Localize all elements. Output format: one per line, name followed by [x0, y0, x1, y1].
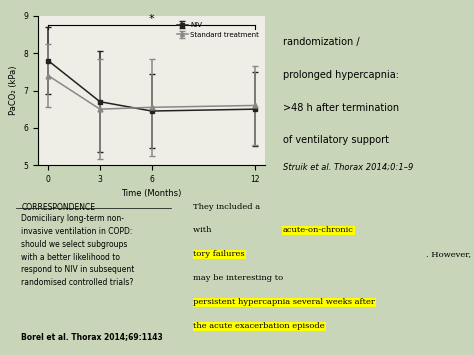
Text: They included a: They included a — [193, 202, 263, 211]
Legend: NIV, Standard treatment: NIV, Standard treatment — [174, 20, 262, 40]
Text: acute-on-chronic: acute-on-chronic — [283, 226, 354, 234]
Text: Struik et al. Thorax 2014;0:1–9: Struik et al. Thorax 2014;0:1–9 — [283, 162, 413, 171]
Text: Domiciliary long-term non-
invasive ventilation in COPD:
should we select subgro: Domiciliary long-term non- invasive vent… — [21, 214, 135, 287]
Text: of ventilatory support: of ventilatory support — [283, 135, 389, 145]
Text: . However, in future studies it: . However, in future studies it — [426, 250, 474, 258]
Text: *: * — [149, 14, 155, 24]
Text: Borel et al. Thorax 2014;69:1143: Borel et al. Thorax 2014;69:1143 — [21, 332, 163, 341]
Text: prolonged hypercapnia:: prolonged hypercapnia: — [283, 70, 399, 80]
Text: tory failures: tory failures — [193, 250, 245, 258]
Text: the acute exacerbation episode: the acute exacerbation episode — [193, 322, 325, 330]
Text: with: with — [193, 226, 215, 234]
Text: randomization /: randomization / — [283, 37, 359, 47]
Text: CORRESPONDENCE: CORRESPONDENCE — [21, 202, 95, 212]
Text: may be interesting to: may be interesting to — [193, 274, 286, 282]
Text: persistent hypercapnia several weeks after: persistent hypercapnia several weeks aft… — [193, 298, 375, 306]
X-axis label: Time (Months): Time (Months) — [121, 189, 182, 198]
Y-axis label: PaCO₂ (kPa): PaCO₂ (kPa) — [9, 66, 18, 115]
Text: >48 h after termination: >48 h after termination — [283, 103, 399, 113]
